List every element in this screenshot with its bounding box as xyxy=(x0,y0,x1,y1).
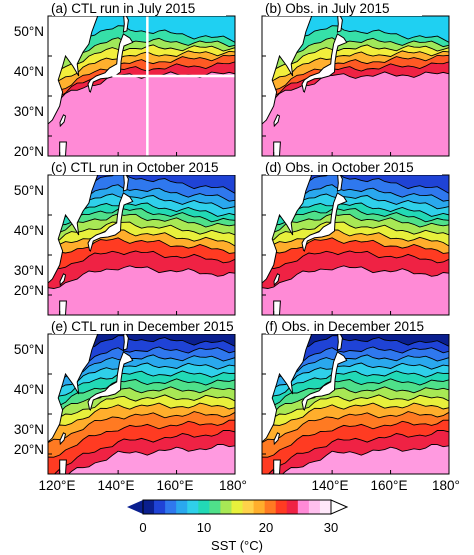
land-mass xyxy=(48,175,99,284)
colorbar-swatch xyxy=(165,500,177,514)
colorbar-swatch xyxy=(143,500,155,514)
sst-isotherm-band xyxy=(48,71,235,156)
land-mass xyxy=(262,175,313,284)
colorbar-tick-label: 30 xyxy=(324,520,338,535)
land-mass xyxy=(122,175,129,192)
colorbar-frame xyxy=(142,499,332,515)
land-mass xyxy=(262,334,313,443)
land-mass xyxy=(262,16,313,125)
panel-e: (e) CTL run in December 2015 xyxy=(47,318,258,475)
land-mass xyxy=(48,334,99,443)
y-tick-label: 40°N xyxy=(14,64,44,79)
x-tick-label: 140°E xyxy=(98,478,135,493)
colorbar-swatch xyxy=(187,500,199,514)
colorbar-swatch xyxy=(176,500,188,514)
y-axis-a: 50°N 40°N 30°N 20°N xyxy=(14,24,44,159)
panel-f: (f) Obs. in December 2015 xyxy=(261,318,452,475)
panel-b-title: (b) Obs. in July 2015 xyxy=(265,1,390,16)
land-mass xyxy=(87,351,134,411)
sst-isotherm-band xyxy=(67,444,235,474)
panel-d-title: (d) Obs. in October 2015 xyxy=(265,160,414,175)
land-mass xyxy=(59,273,67,287)
colorbar-tick-label: 10 xyxy=(197,520,211,535)
land-mass xyxy=(336,334,343,351)
colorbar: 0 10 20 30 SST (°C) xyxy=(127,499,349,553)
y-tick-label: 20°N xyxy=(14,442,44,457)
x-tick-label: 160°E xyxy=(157,478,194,493)
panel-e-title: (e) CTL run in December 2015 xyxy=(51,319,234,334)
sst-isotherm-band xyxy=(262,71,449,156)
x-tick-label: 160°E xyxy=(371,478,408,493)
land-mass xyxy=(301,192,348,252)
x-axis-right: 140°E 160°E 180° xyxy=(312,478,460,493)
colorbar-swatch xyxy=(154,500,166,514)
panel-c: (c) CTL run in October 2015 xyxy=(47,159,250,316)
y-axis-c: 50°N 40°N 30°N 20°N xyxy=(14,183,44,298)
land-mass xyxy=(273,273,281,287)
x-axis-left: 120°E 140°E 160°E 180° xyxy=(39,478,247,493)
land-mass xyxy=(87,192,134,252)
y-tick-label: 20°N xyxy=(14,283,44,298)
colorbar-swatch xyxy=(275,500,288,514)
land-mass xyxy=(336,175,343,192)
colorbar-swatch xyxy=(264,500,277,514)
land-mass xyxy=(59,432,67,446)
y-tick-label: 30°N xyxy=(14,263,44,278)
colorbar-swatch xyxy=(198,500,210,514)
land-mass xyxy=(59,459,67,474)
x-tick-label: 180° xyxy=(219,478,247,493)
colorbar-swatch xyxy=(242,500,254,514)
land-mass xyxy=(273,459,281,474)
panel-a-title: (a) CTL run in July 2015 xyxy=(51,1,195,16)
colorbar-swatch xyxy=(319,500,332,514)
y-tick-label: 20°N xyxy=(14,144,44,159)
colorbar-swatch xyxy=(220,500,232,514)
colorbar-swatch xyxy=(253,500,266,514)
y-tick-label: 40°N xyxy=(14,382,44,397)
colorbar-swatch xyxy=(231,500,243,514)
colorbar-tick-label: 20 xyxy=(259,520,273,535)
panel-a: (a) CTL run in July 2015 xyxy=(47,0,236,157)
land-mass xyxy=(301,33,348,93)
land-mass xyxy=(59,141,67,156)
land-mass xyxy=(59,114,67,128)
colorbar-label: SST (°C) xyxy=(211,538,263,553)
y-tick-label: 50°N xyxy=(14,24,44,39)
panel-f-title: (f) Obs. in December 2015 xyxy=(265,319,424,334)
colorbar-swatch xyxy=(209,500,221,514)
sst-isotherm-band xyxy=(262,265,449,315)
x-tick-label: 140°E xyxy=(312,478,349,493)
land-mass xyxy=(59,300,67,315)
panel-b: (b) Obs. in July 2015 xyxy=(261,0,450,157)
land-mass xyxy=(122,334,129,351)
y-tick-label: 40°N xyxy=(14,223,44,238)
land-mass xyxy=(87,33,134,93)
panel-c-title: (c) CTL run in October 2015 xyxy=(51,160,219,175)
land-mass xyxy=(122,16,129,33)
land-mass xyxy=(273,141,281,156)
land-mass xyxy=(273,300,281,315)
x-tick-label: 120°E xyxy=(39,478,76,493)
colorbar-swatch xyxy=(286,500,299,514)
land-mass xyxy=(301,351,348,411)
colorbar-min-arrow xyxy=(127,500,143,514)
y-tick-label: 50°N xyxy=(14,183,44,198)
y-tick-label: 50°N xyxy=(14,342,44,357)
colorbar-tick-label: 0 xyxy=(139,520,146,535)
panel-d: (d) Obs. in October 2015 xyxy=(261,159,450,316)
y-tick-label: 30°N xyxy=(14,104,44,119)
y-tick-label: 30°N xyxy=(14,422,44,437)
land-mass xyxy=(48,16,99,125)
y-axis-e: 50°N 40°N 30°N 20°N xyxy=(14,342,44,457)
land-mass xyxy=(273,432,281,446)
colorbar-swatch xyxy=(297,500,310,514)
colorbar-swatch xyxy=(308,500,321,514)
x-tick-label: 180° xyxy=(432,478,460,493)
land-mass xyxy=(273,114,281,128)
sst-isotherm-band xyxy=(48,265,235,315)
land-mass xyxy=(336,16,343,33)
colorbar-max-arrow xyxy=(330,499,349,515)
sst-isotherm-band xyxy=(281,444,449,474)
